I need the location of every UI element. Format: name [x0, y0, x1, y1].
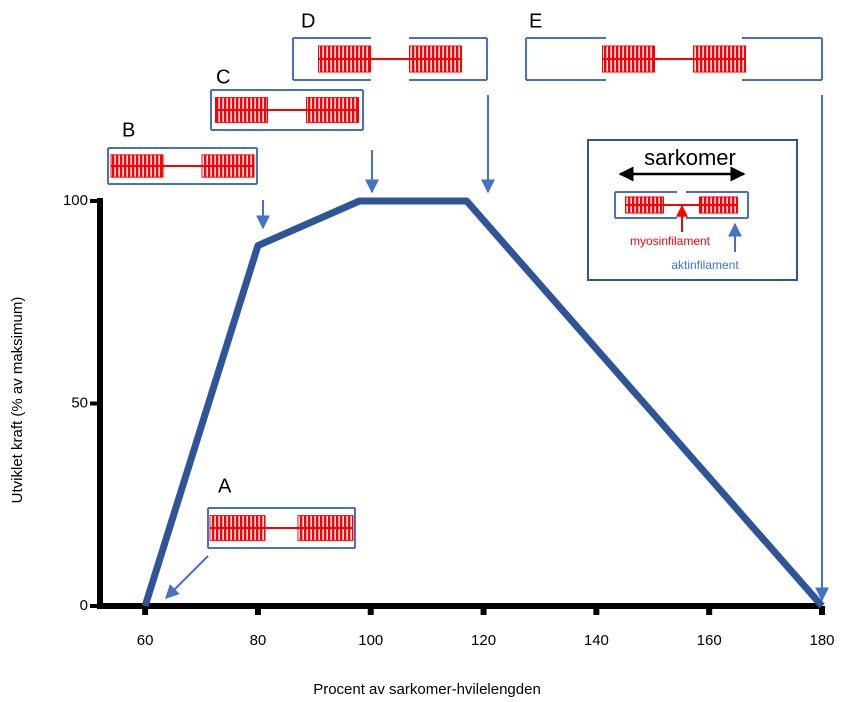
arrow: [165, 555, 209, 599]
myosin-head: [306, 97, 359, 123]
sarcomere-diagram: [292, 37, 488, 81]
y-tick-label: 0: [80, 597, 88, 614]
myosin-label: myosinfilament: [630, 234, 711, 248]
myosin-head: [409, 45, 462, 73]
myosin-head: [625, 196, 664, 214]
sarcomere-label: sarkomer: [644, 145, 736, 170]
sarcomere-diagram: [107, 147, 258, 185]
myosin-head: [209, 515, 266, 541]
y-tick-label: 100: [63, 192, 88, 209]
myosin-head: [602, 45, 655, 73]
myosin-head: [110, 154, 164, 178]
x-tick-label: 80: [250, 632, 267, 649]
x-tick-label: 100: [358, 632, 383, 649]
y-tick-label: 50: [71, 394, 88, 411]
sarcomere-diagram: [525, 37, 823, 81]
state-label: A: [218, 475, 232, 497]
x-tick-label: 140: [584, 632, 609, 649]
x-tick-label: 160: [697, 632, 722, 649]
state-label: D: [301, 10, 315, 32]
sarcomere-diagram: [207, 507, 356, 549]
data-line: [141, 197, 825, 609]
x-tick-label: 180: [809, 632, 834, 649]
state-label: E: [529, 10, 542, 32]
sarcomere-diagram: [210, 89, 364, 131]
x-tick-label: 60: [137, 632, 154, 649]
x-axis-label: Procent av sarkomer-hvilelengden: [313, 681, 541, 698]
myosin-head: [201, 154, 255, 178]
sarcomere-diagram: [614, 191, 749, 219]
legend-box: [587, 139, 798, 281]
myosin-head: [693, 45, 746, 73]
myosin-head: [318, 45, 371, 73]
actin-label: aktinfilament: [671, 258, 739, 272]
myosin-head: [699, 196, 738, 214]
y-axis-label: Utviklet kraft (% av maksimum): [9, 297, 26, 504]
state-label: B: [122, 119, 135, 141]
myosin-head: [215, 97, 268, 123]
x-tick-label: 120: [471, 632, 496, 649]
state-label: C: [216, 66, 230, 88]
myosin-head: [297, 515, 354, 541]
